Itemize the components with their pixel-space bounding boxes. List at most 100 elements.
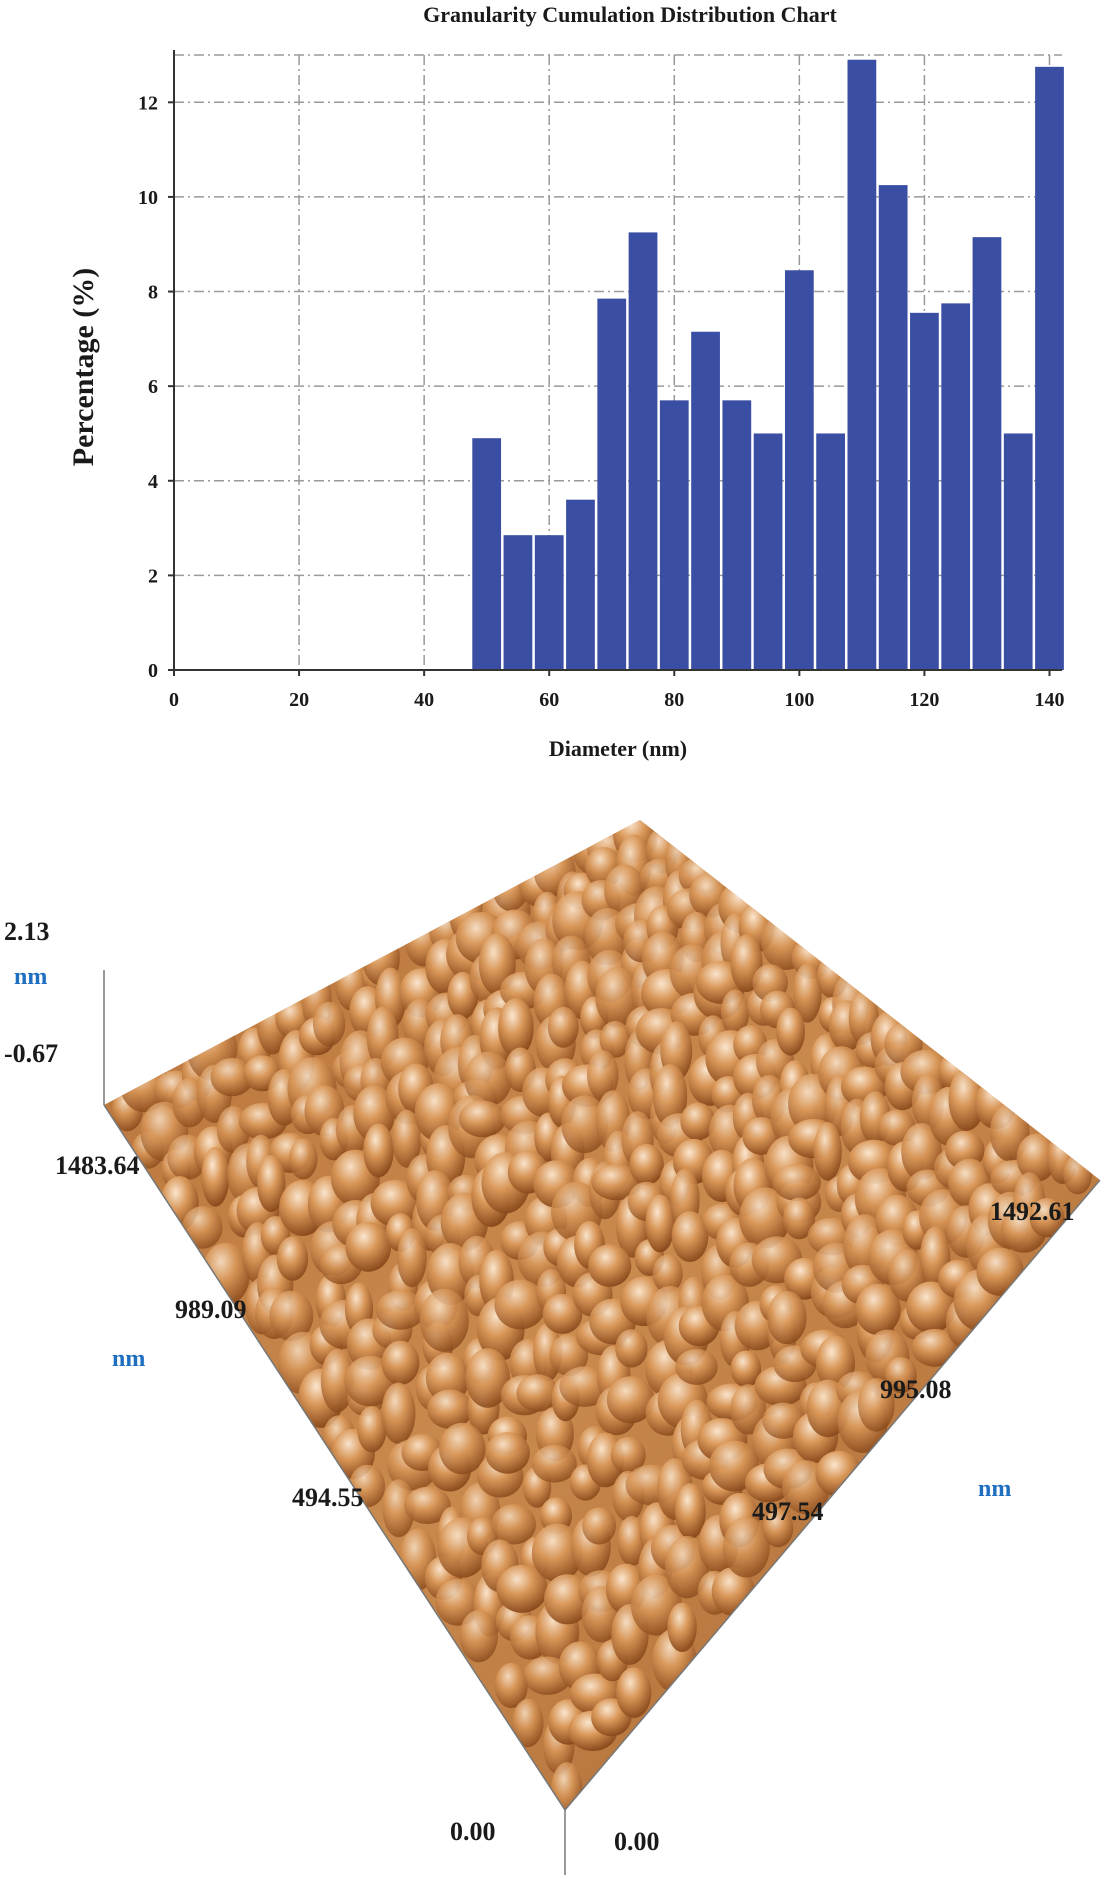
surface-grain <box>381 1382 416 1444</box>
surface-grain <box>730 1350 762 1388</box>
surface-grain <box>948 1068 986 1131</box>
surface-grain <box>210 1057 254 1097</box>
surface-grain <box>813 1122 842 1181</box>
surface-grain <box>776 1007 805 1056</box>
surface-grain <box>652 1254 683 1293</box>
y-tick-label: 2 <box>148 565 158 587</box>
bar <box>1035 66 1064 671</box>
surface-grain <box>723 1517 770 1578</box>
surface-grain <box>542 1293 583 1334</box>
surface-grain <box>392 1109 422 1168</box>
x-tick-label: 20 <box>289 689 309 711</box>
surface-grain <box>459 1610 498 1663</box>
x-tick-label: 140 <box>1034 689 1064 711</box>
surface-grain <box>201 1147 230 1207</box>
surface-grain <box>496 1564 548 1613</box>
surface-grain <box>494 1662 528 1709</box>
surface-grain <box>485 1432 530 1474</box>
y-tick-labels: 0 2 4 6 8 10 12 <box>138 92 158 682</box>
surface-grain <box>906 1281 956 1333</box>
surface-grain <box>531 1523 583 1582</box>
surface-grain <box>730 1384 767 1435</box>
surface-grain <box>604 864 645 917</box>
surface-grain <box>320 1348 355 1413</box>
surface-grain <box>885 1357 917 1394</box>
surface-grain <box>599 1021 631 1058</box>
bar <box>972 237 1002 670</box>
surface-grain <box>381 1340 420 1385</box>
y-tick-label: 8 <box>148 282 158 304</box>
surface-grain <box>397 1228 427 1288</box>
bar <box>691 331 720 670</box>
surface-grain <box>1016 1133 1057 1182</box>
surface-grain <box>182 1206 223 1249</box>
x-axis-label: Diameter (nm) <box>549 736 687 761</box>
surface-grain <box>512 1698 544 1748</box>
surface-grain <box>547 1006 579 1048</box>
bar <box>941 303 971 670</box>
surface-grain <box>675 1483 706 1540</box>
surface-grain <box>858 1378 895 1432</box>
y-tick-label: 4 <box>148 471 158 493</box>
surface-grain <box>665 1536 709 1599</box>
surface-grain <box>976 1247 1024 1296</box>
y-tick-label: 12 <box>138 92 158 114</box>
surface-grain <box>617 1516 647 1566</box>
y-tick-label: 6 <box>148 376 158 398</box>
bar <box>722 400 752 670</box>
surface-grain <box>767 1290 807 1345</box>
surface-grain <box>289 1138 318 1180</box>
bar <box>1003 433 1033 670</box>
surface-grain <box>629 1143 664 1186</box>
left-axis-unit: nm <box>112 1346 145 1372</box>
surface-grain <box>363 1123 394 1178</box>
surface-grain <box>551 1762 583 1810</box>
right-axis-unit: nm <box>978 1476 1011 1502</box>
bar <box>472 438 502 670</box>
bar <box>566 499 595 670</box>
surface-grain <box>357 1406 387 1453</box>
x-tick-labels: 0 20 40 60 80 100 120 140 <box>169 689 1064 711</box>
surface-grain <box>491 1504 537 1545</box>
bar <box>816 433 846 670</box>
surface-grain <box>257 1155 286 1213</box>
surface-grain <box>345 1221 392 1272</box>
bar <box>597 298 627 670</box>
surface-grain <box>494 1279 547 1330</box>
surface-grain <box>720 989 750 1035</box>
surface-grain <box>591 1164 642 1201</box>
surface-grain <box>667 1602 697 1652</box>
surface-grain <box>464 1051 512 1107</box>
bar <box>878 185 908 670</box>
x-tick-label: 0 <box>169 689 179 711</box>
x-tick-label: 60 <box>539 689 559 711</box>
bar <box>910 312 939 670</box>
surface-grain <box>793 963 822 1023</box>
surface-grain <box>652 1064 688 1128</box>
z-min-label: -0.67 <box>4 1039 58 1068</box>
left-axis-tick-989: 989.09 <box>175 1295 247 1324</box>
surface-grain <box>425 1352 470 1403</box>
surface-grain <box>680 1102 716 1141</box>
surface-grain <box>561 1095 608 1154</box>
left-axis-tick-0: 0.00 <box>450 1817 496 1846</box>
surface-grain <box>762 1509 794 1548</box>
surface-grain <box>901 1123 942 1181</box>
surface-grain <box>616 1667 652 1718</box>
surface-grain <box>595 966 640 1028</box>
surface-grain <box>742 1117 781 1155</box>
surface-grain <box>531 1444 577 1483</box>
right-axis-tick-1492: 1492.61 <box>990 1197 1075 1226</box>
surface-grain <box>911 1328 959 1367</box>
surface-grain <box>606 1376 655 1424</box>
y-tick-label: 0 <box>148 660 158 682</box>
surface-grain <box>671 1211 709 1262</box>
left-axis-tick-494: 494.55 <box>292 1483 364 1512</box>
afm-surface-panel: 2.13 nm -0.67 1483.64 989.09 nm 494.55 0… <box>4 820 1101 1875</box>
x-tick-label: 100 <box>784 689 814 711</box>
bar <box>628 232 658 670</box>
y-tick-label: 10 <box>138 187 158 209</box>
surface-grain <box>498 998 534 1058</box>
surface-grain <box>516 1374 559 1412</box>
bar <box>847 59 877 670</box>
